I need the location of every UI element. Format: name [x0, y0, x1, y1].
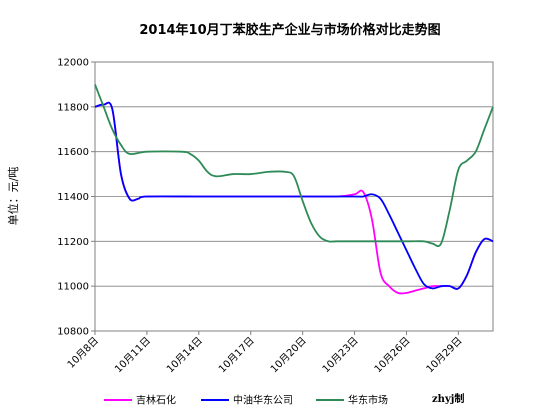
credit-text: zhyj制	[432, 392, 464, 405]
legend: 吉林石化 中油华东公司 华东市场	[104, 394, 388, 407]
legend-label: 中油华东公司	[233, 394, 293, 407]
y-tick-label: 11000	[57, 282, 89, 293]
y-tick-label: 11600	[57, 147, 89, 158]
x-tick-label: 10月26日	[372, 335, 413, 376]
chart-title: 2014年10月丁苯胶生产企业与市场价格对比走势图	[139, 22, 440, 38]
x-tick-label: 10月8日	[65, 335, 101, 371]
x-tick-label: 10月17日	[216, 335, 257, 376]
series-line	[94, 84, 494, 248]
x-tick-label: 10月20日	[268, 335, 309, 376]
series-lines	[94, 84, 494, 295]
x-tick-label: 10月14日	[164, 335, 205, 376]
x-tick-label: 10月11日	[112, 335, 153, 376]
legend-label: 华东市场	[348, 394, 388, 407]
y-tick-label: 11400	[57, 192, 89, 203]
y-tick-label: 11200	[57, 237, 89, 248]
y-axis-label: 单位：元/吨	[6, 167, 20, 226]
legend-label: 吉林石化	[136, 394, 176, 407]
x-tick-label: 10月29日	[424, 335, 465, 376]
y-tick-label: 12000	[57, 58, 89, 69]
y-tick-label: 11800	[57, 102, 89, 113]
x-tick-label: 10月23日	[320, 335, 361, 376]
series-line	[94, 101, 494, 290]
y-tick-label: 10800	[57, 327, 89, 338]
